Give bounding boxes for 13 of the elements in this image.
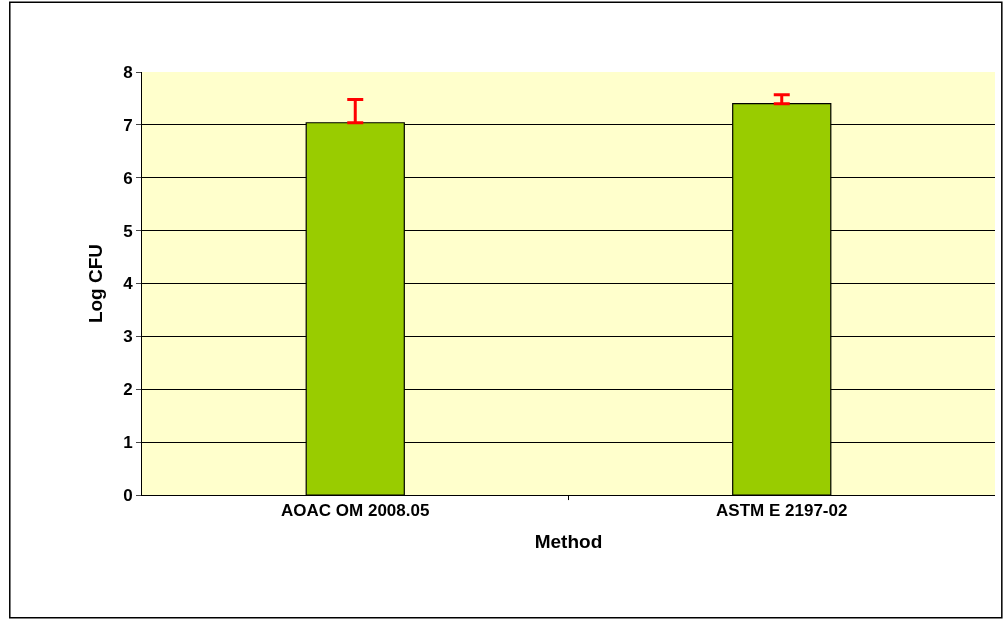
y-tick-label: 2 [123,380,133,400]
x-tick-label: ASTM E 2197-02 [716,501,848,521]
y-tick-label: 6 [123,168,133,188]
y-tick-label: 5 [123,221,133,241]
x-axis-title: Method [534,531,603,553]
y-tick-label: 0 [123,485,133,505]
y-tick-label: 4 [123,274,134,294]
y-tick-label: 3 [123,327,133,347]
x-tick-label: AOAC OM 2008.05 [281,501,430,521]
y-tick-label: 1 [123,433,133,453]
y-axis-title: Log CFU [84,243,106,324]
y-tick-label: 8 [123,62,133,82]
y-tick-label: 7 [123,115,133,135]
